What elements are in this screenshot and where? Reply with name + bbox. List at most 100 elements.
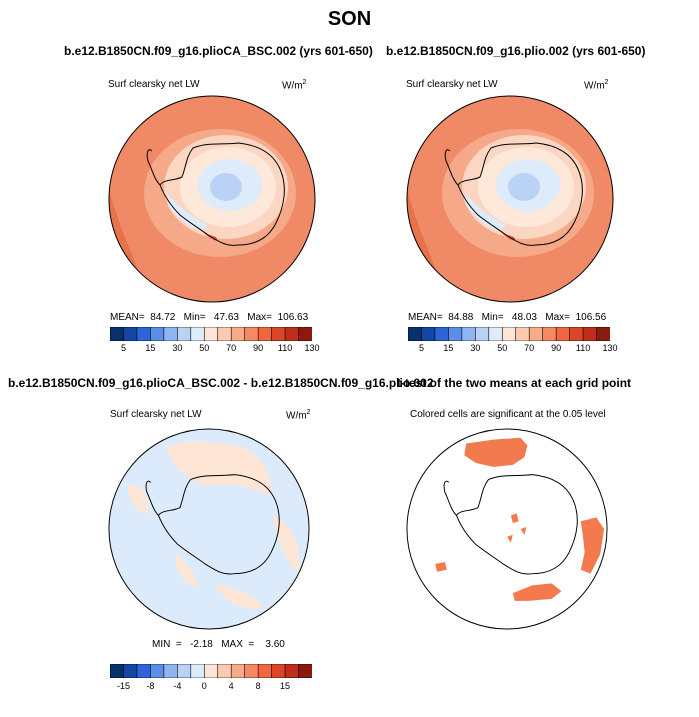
colorbar-swatch [136, 663, 152, 679]
colorbar-tick-label: -15 [116, 681, 130, 691]
colorbar-tick-label: 4 [228, 681, 234, 691]
colorbar-swatch [488, 326, 503, 342]
colorbar-swatch [284, 663, 300, 679]
colorbar-tick-label: 70 [226, 343, 237, 353]
colorbar-swatch [407, 326, 423, 342]
stats-top-left: MEAN= 84.72 Min= 47.63 Max= 106.63 [110, 312, 309, 323]
colorbar-tick-label: -8 [146, 681, 155, 691]
colorbar-swatch [421, 326, 436, 342]
colorbar-swatch [244, 663, 259, 679]
colorbar-swatch [190, 663, 205, 679]
colorbar-top-right [407, 326, 611, 346]
colorbar-swatch [515, 326, 530, 342]
colorbar-labels-bottom-left: -15 -8 -4 0 4 8 15 [110, 681, 312, 693]
colorbar-swatch [150, 663, 165, 679]
colorbar-swatch [123, 326, 138, 342]
colorbar-swatch [150, 326, 165, 342]
colorbar-labels-top-right: 5 15 30 50 70 90 110 130 [408, 343, 618, 355]
colorbar-swatch [271, 326, 286, 342]
colorbar-swatch [203, 663, 219, 679]
colorbar-tick-label: 30 [470, 343, 481, 353]
colorbar-swatch [109, 663, 125, 679]
colorbar-tick-label: 110 [575, 343, 591, 353]
figure-title: SON [327, 8, 372, 30]
colorbar-labels-top-left: 5 15 30 50 70 90 110 130 [110, 343, 320, 355]
colorbar-swatch [555, 326, 571, 342]
colorbar-tick-label: -4 [173, 681, 182, 691]
colorbar-swatch [461, 326, 476, 342]
colorbar-tick-label: 50 [199, 343, 210, 353]
colorbar-swatch [448, 326, 463, 342]
colorbar-swatch [244, 326, 259, 342]
colorbar-swatch [284, 326, 300, 342]
panel-title-bottom-left: b.e12.B1850CN.f09_g16.plioCA_BSC.002 - b… [8, 376, 434, 390]
colorbar-swatch [123, 663, 138, 679]
panel-title-top-left: b.e12.B1850CN.f09_g16.plioCA_BSC.002 (yr… [64, 44, 373, 58]
stats-bottom-left: MIN = -2.18 MAX = 3.60 [152, 639, 285, 650]
colorbar-swatch [203, 326, 219, 342]
significant-region [507, 513, 527, 543]
variable-label-top-left: Surf clearsky net LW [108, 79, 200, 90]
stats-top-right: MEAN= 84.88 Min= 48.03 Max= 106.56 [408, 312, 607, 323]
variable-label-top-right: Surf clearsky net LW [406, 79, 498, 90]
units-top-right: W/m2 [584, 79, 609, 92]
colorbar-swatch [569, 326, 584, 342]
significance-note: Colored cells are significant at the 0.0… [410, 409, 606, 420]
colorbar-tick-label: 70 [524, 343, 535, 353]
colorbar-swatch [475, 326, 490, 342]
colorbar-swatch [230, 326, 246, 342]
map-bottom-right [406, 428, 608, 630]
panel-title-top-right: b.e12.B1850CN.f09_g16.plio.002 (yrs 601-… [386, 44, 646, 58]
colorbar-tick-label: 110 [277, 343, 293, 353]
colorbar-swatch [230, 663, 246, 679]
colorbar-tick-label: 30 [172, 343, 183, 353]
colorbar-tick-label: 130 [304, 343, 320, 353]
colorbar-swatch [177, 326, 192, 342]
colorbar-top-right-swatches [407, 326, 611, 342]
colorbar-tick-label: 8 [255, 681, 261, 691]
colorbar-tick-label: 0 [201, 681, 207, 691]
colorbar-swatch [177, 663, 192, 679]
colorbar-tick-label: 5 [120, 343, 126, 353]
colorbar-swatch [501, 326, 517, 342]
colorbar-swatch [298, 663, 313, 679]
units-top-left: W/m2 [282, 79, 307, 92]
map-bottom-left [108, 428, 310, 630]
colorbar-swatch [582, 326, 598, 342]
colorbar-swatch [596, 326, 611, 342]
panel-title-bottom-right: t-test of the two means at each grid poi… [397, 376, 632, 390]
colorbar-top-left [109, 326, 313, 346]
map-top-right [406, 95, 614, 303]
colorbar-tick-label: 90 [551, 343, 562, 353]
colorbar-swatch [163, 326, 178, 342]
variable-label-bottom-left: Surf clearsky net LW [110, 409, 202, 420]
colorbar-tick-label: 130 [602, 343, 618, 353]
colorbar-swatch [257, 326, 273, 342]
units-bottom-left: W/m2 [286, 409, 311, 422]
colorbar-tick-label: 15 [145, 343, 156, 353]
colorbar-tick-label: 15 [443, 343, 454, 353]
colorbar-swatch [217, 326, 232, 342]
colorbar-tick-label: 90 [253, 343, 264, 353]
colorbar-swatch [136, 326, 152, 342]
map-top-left [108, 95, 316, 303]
colorbar-bottom-left [109, 663, 313, 683]
colorbar-tick-label: 15 [280, 681, 291, 691]
colorbar-tick-label: 50 [497, 343, 508, 353]
significant-region [512, 583, 562, 601]
colorbar-swatch [528, 326, 544, 342]
colorbar-swatch [109, 326, 125, 342]
colorbar-swatch [298, 326, 313, 342]
colorbar-swatch [257, 663, 273, 679]
significant-region [580, 517, 605, 574]
colorbar-top-left-swatches [109, 326, 313, 342]
colorbar-swatch [163, 663, 178, 679]
colorbar-swatch [217, 663, 232, 679]
colorbar-bottom-left-swatches [109, 663, 313, 679]
colorbar-swatch [434, 326, 450, 342]
colorbar-swatch [542, 326, 557, 342]
colorbar-tick-label: 5 [418, 343, 424, 353]
significant-region [435, 562, 447, 572]
colorbar-swatch [271, 663, 286, 679]
colorbar-swatch [190, 326, 205, 342]
